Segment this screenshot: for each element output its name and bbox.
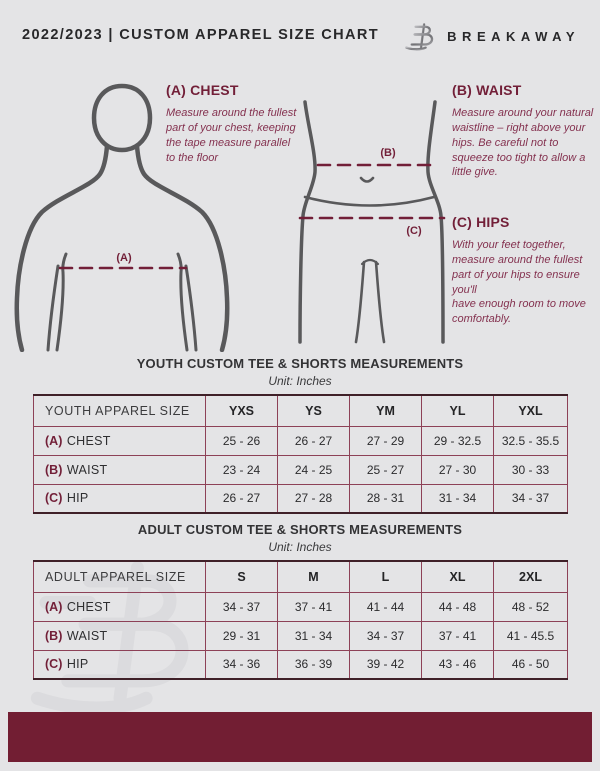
youth-chest-row: (A) CHEST 25 - 26 26 - 27 27 - 29 29 - 3… (33, 425, 568, 456)
size-value: 26 - 27 (205, 483, 278, 514)
youth-table-title: YOUTH CUSTOM TEE & SHORTS MEASUREMENTS (136, 356, 464, 371)
row-name: CHEST (66, 599, 111, 614)
row-prefix: (A) (45, 599, 63, 614)
row-prefix: (B) (45, 462, 63, 477)
row-label: (A) CHEST (33, 591, 206, 622)
youth-size-col-title: YOUTH APPAREL SIZE (33, 394, 206, 427)
hips-instruction: (C) HIPS With your feet together, measur… (452, 214, 600, 327)
size-header: YM (349, 394, 422, 427)
row-name: WAIST (66, 628, 108, 643)
row-label: (B) WAIST (33, 620, 206, 651)
youth-section: YOUTH CUSTOM TEE & SHORTS MEASUREMENTS U… (0, 356, 600, 514)
size-value: 46 - 50 (493, 649, 568, 680)
size-value: 31 - 34 (277, 620, 350, 651)
size-value: 34 - 37 (349, 620, 422, 651)
chest-diagram-label: (A) (116, 252, 132, 264)
waist-body-text: Measure around your natural waistline – … (452, 107, 594, 179)
size-value: 34 - 37 (493, 483, 568, 514)
youth-table-unit: Unit: Inches (268, 374, 332, 388)
size-value: 30 - 33 (493, 454, 568, 485)
breakaway-b-icon (405, 23, 434, 51)
size-value: 39 - 42 (349, 649, 422, 680)
size-value: 24 - 25 (277, 454, 350, 485)
youth-size-table: YOUTH APPAREL SIZE YXS YS YM YL YXL (A) … (33, 394, 568, 514)
size-value: 27 - 30 (421, 454, 494, 485)
row-prefix: (C) (45, 491, 63, 506)
size-value: 29 - 32.5 (421, 425, 494, 456)
size-value: 41 - 45.5 (493, 620, 568, 651)
adult-hip-row: (C) HIP 34 - 36 36 - 39 39 - 42 43 - 46 … (33, 649, 568, 680)
size-value: 34 - 37 (205, 591, 278, 622)
size-value: 23 - 24 (205, 454, 278, 485)
size-value: 34 - 36 (205, 649, 278, 680)
adult-size-table: ADULT APPAREL SIZE S M L XL 2XL (A) CHES… (33, 560, 568, 680)
adult-table-title: ADULT CUSTOM TEE & SHORTS MEASUREMENTS (137, 522, 463, 537)
size-value: 44 - 48 (421, 591, 494, 622)
size-header: YXL (493, 394, 568, 427)
hips-body-text: With your feet together, measure around … (452, 239, 586, 326)
size-value: 29 - 31 (205, 620, 278, 651)
waist-heading: (B) WAIST (452, 82, 522, 98)
size-value: 41 - 44 (349, 591, 422, 622)
adult-table-unit: Unit: Inches (268, 540, 332, 554)
hips-diagram-label: (C) (406, 225, 422, 237)
row-prefix: (A) (45, 433, 63, 448)
adult-waist-row: (B) WAIST 29 - 31 31 - 34 34 - 37 37 - 4… (33, 620, 568, 651)
chest-body-text: Measure around the fullest part of your … (166, 107, 297, 164)
youth-header-row: YOUTH APPAREL SIZE YXS YS YM YL YXL (33, 394, 568, 427)
size-value: 31 - 34 (421, 483, 494, 514)
footer-bar (8, 712, 592, 762)
size-value: 32.5 - 35.5 (493, 425, 568, 456)
row-prefix: (C) (45, 657, 63, 672)
size-header: XL (421, 560, 494, 593)
size-value: 37 - 41 (277, 591, 350, 622)
size-value: 48 - 52 (493, 591, 568, 622)
waist-instruction: (B) WAIST Measure around your natural wa… (452, 82, 594, 180)
size-value: 28 - 31 (349, 483, 422, 514)
brand-logo: BREAKAWAY (404, 20, 580, 52)
adult-size-col-title: ADULT APPAREL SIZE (33, 560, 206, 593)
size-value: 37 - 41 (421, 620, 494, 651)
size-value: 43 - 46 (421, 649, 494, 680)
size-value: 25 - 26 (205, 425, 278, 456)
size-header: L (349, 560, 422, 593)
youth-waist-row: (B) WAIST 23 - 24 24 - 25 25 - 27 27 - 3… (33, 454, 568, 485)
adult-chest-row: (A) CHEST 34 - 37 37 - 41 41 - 44 44 - 4… (33, 591, 568, 622)
size-value: 36 - 39 (277, 649, 350, 680)
size-header: YL (421, 394, 494, 427)
chest-instruction: (A) CHEST Measure around the fullest par… (166, 82, 302, 165)
row-label: (B) WAIST (33, 454, 206, 485)
chest-heading: (A) CHEST (166, 82, 239, 98)
row-name: CHEST (66, 433, 111, 448)
size-header: YXS (205, 394, 278, 427)
size-value: 26 - 27 (277, 425, 350, 456)
row-name: WAIST (66, 462, 108, 477)
size-value: 27 - 28 (277, 483, 350, 514)
waist-diagram-label: (B) (380, 147, 396, 159)
lower-body-figure: (B) (C) (298, 100, 446, 344)
row-label: (C) HIP (33, 483, 206, 514)
youth-hip-row: (C) HIP 26 - 27 27 - 28 28 - 31 31 - 34 … (33, 483, 568, 514)
adult-section: ADULT CUSTOM TEE & SHORTS MEASUREMENTS U… (0, 522, 600, 680)
upper-body-figure: (A) (14, 83, 230, 352)
size-header: YS (277, 394, 350, 427)
row-label: (A) CHEST (33, 425, 206, 456)
size-value: 27 - 29 (349, 425, 422, 456)
size-header: 2XL (493, 560, 568, 593)
page-title: 2022/2023 | CUSTOM APPAREL SIZE CHART (22, 26, 379, 43)
row-prefix: (B) (45, 628, 63, 643)
size-header: S (205, 560, 278, 593)
hips-heading: (C) HIPS (452, 214, 510, 230)
size-value: 25 - 27 (349, 454, 422, 485)
brand-name: BREAKAWAY (447, 28, 580, 44)
row-label: (C) HIP (33, 649, 206, 680)
row-name: HIP (66, 657, 89, 672)
adult-header-row: ADULT APPAREL SIZE S M L XL 2XL (33, 560, 568, 593)
size-header: M (277, 560, 350, 593)
row-name: HIP (66, 491, 89, 506)
